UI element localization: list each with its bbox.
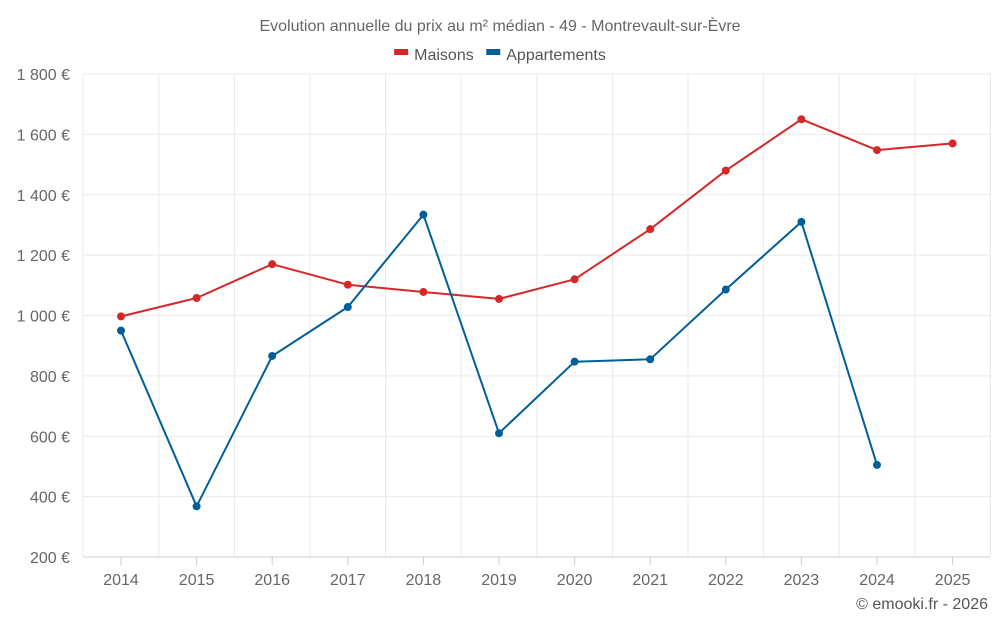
- y-tick-label: 400 €: [30, 490, 70, 507]
- data-point[interactable]: [192, 293, 201, 302]
- y-tick-label: 600 €: [30, 429, 70, 446]
- data-point[interactable]: [797, 115, 806, 124]
- data-point[interactable]: [721, 166, 730, 175]
- x-tick-label: 2016: [254, 572, 290, 589]
- legend-swatch: [394, 49, 409, 55]
- data-point[interactable]: [117, 312, 125, 321]
- x-tick-label: 2024: [859, 572, 895, 589]
- legend-item-appartements[interactable]: Appartements: [486, 47, 606, 64]
- x-tick-label: 2021: [632, 572, 668, 589]
- data-point[interactable]: [343, 280, 352, 289]
- legend-swatch: [486, 49, 501, 55]
- data-point[interactable]: [495, 294, 503, 303]
- data-point[interactable]: [570, 275, 579, 284]
- legend-item-maisons[interactable]: Maisons: [394, 47, 474, 64]
- data-point[interactable]: [268, 260, 277, 269]
- series-appartements: [117, 210, 881, 511]
- y-tick-label: 1 000 €: [17, 309, 70, 326]
- data-point[interactable]: [419, 287, 428, 296]
- data-point[interactable]: [268, 351, 277, 360]
- data-point[interactable]: [721, 285, 730, 294]
- x-tick-label: 2015: [179, 572, 215, 589]
- data-point[interactable]: [419, 210, 428, 219]
- x-tick-label: 2025: [935, 572, 971, 589]
- credit-text: © emooki.fr - 2026: [856, 596, 988, 613]
- x-tick-label: 2014: [103, 572, 139, 589]
- y-tick-label: 1 200 €: [17, 248, 70, 265]
- grid: [82, 73, 991, 557]
- series-maisons: [117, 115, 957, 321]
- legend-label: Maisons: [414, 47, 474, 64]
- x-tick-label: 2023: [784, 572, 820, 589]
- x-tick-label: 2018: [406, 572, 442, 589]
- y-tick-label: 1 800 €: [17, 67, 70, 84]
- data-point[interactable]: [570, 357, 579, 366]
- data-point[interactable]: [192, 502, 201, 511]
- y-tick-label: 800 €: [30, 369, 70, 386]
- data-point[interactable]: [797, 217, 806, 226]
- y-tick-label: 200 €: [30, 550, 70, 567]
- data-point[interactable]: [495, 429, 503, 438]
- data-point[interactable]: [873, 146, 881, 155]
- series-layer: [117, 115, 957, 511]
- axes: 200 € 400 € 600 € 800 € 1 000 € 1 200 € 1 400 …: [17, 67, 990, 589]
- legend-label: Appartements: [506, 47, 606, 64]
- y-tick-label: 1 400 €: [17, 188, 70, 205]
- series-line-maisons: [120, 118, 953, 318]
- legend: Maisons Appartements: [394, 47, 606, 64]
- data-point[interactable]: [117, 326, 125, 335]
- data-point[interactable]: [646, 225, 655, 234]
- x-tick-label: 2020: [557, 572, 593, 589]
- data-point[interactable]: [343, 303, 352, 312]
- y-tick-label: 1 600 €: [17, 127, 70, 144]
- data-point[interactable]: [873, 460, 881, 469]
- data-point[interactable]: [948, 139, 957, 148]
- x-tick-label: 2017: [330, 572, 366, 589]
- x-tick-label: 2019: [481, 572, 517, 589]
- data-point[interactable]: [646, 355, 655, 364]
- chart-title: Evolution annuelle du prix au m² médian …: [259, 16, 740, 35]
- x-tick-label: 2022: [708, 572, 744, 589]
